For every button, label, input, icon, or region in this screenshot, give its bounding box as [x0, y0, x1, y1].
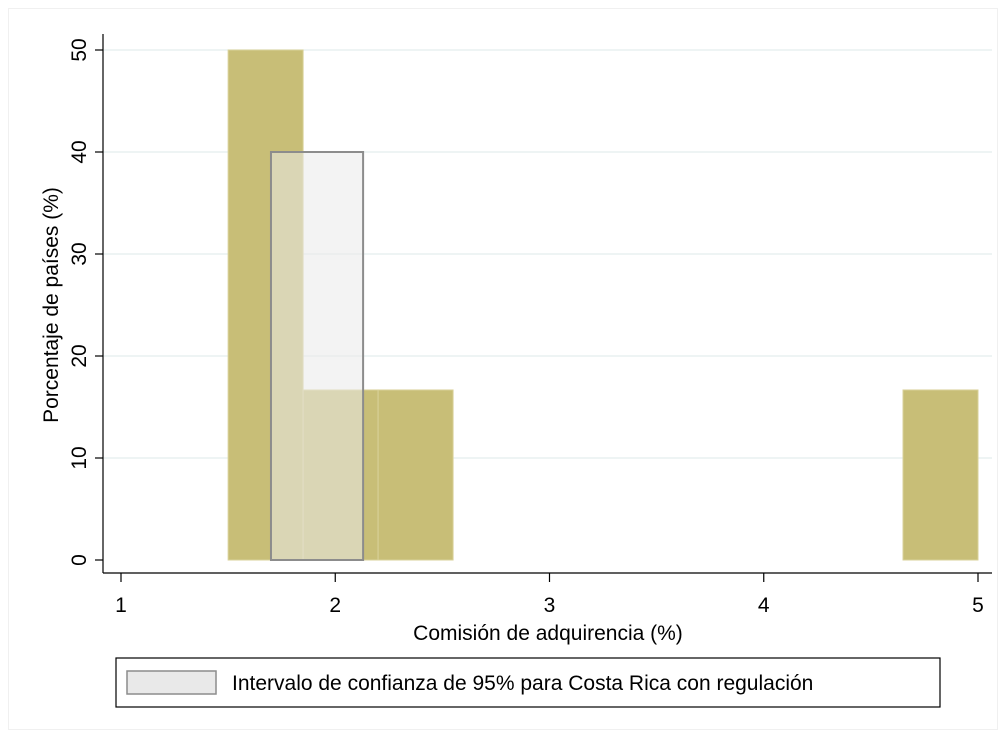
y-axis-title: Porcentaje de países (%) — [40, 187, 63, 423]
x-tick-label-2: 2 — [329, 594, 341, 617]
y-tick-label-50: 50 — [68, 38, 91, 61]
confidence-interval-box — [269, 151, 365, 561]
x-tick-label-4: 4 — [758, 594, 770, 617]
x-axis-title: Comisión de adquirencia (%) — [413, 622, 683, 645]
y-tick-label-10: 10 — [68, 446, 91, 469]
y-tick-label-20: 20 — [68, 344, 91, 367]
legend-box — [115, 657, 941, 708]
y-tick-label-40: 40 — [68, 140, 91, 163]
legend-label: Intervalo de confianza de 95% para Costa… — [232, 672, 813, 695]
x-tick-label-3: 3 — [544, 594, 556, 617]
chart-background — [8, 8, 998, 730]
legend-swatch — [126, 670, 217, 695]
legend: Intervalo de confianza de 95% para Costa… — [115, 657, 941, 708]
y-tick-label-0: 0 — [68, 554, 91, 566]
confidence-interval — [269, 151, 365, 561]
y-tick-label-30: 30 — [68, 242, 91, 265]
x-tick-label-1: 1 — [115, 594, 127, 617]
histogram-bar-3 — [377, 389, 454, 561]
x-tick-label-5: 5 — [972, 594, 984, 617]
axes: 0 10 20 30 40 50 1 2 3 4 5 — [68, 34, 992, 617]
histogram-bar-4 — [902, 389, 979, 561]
